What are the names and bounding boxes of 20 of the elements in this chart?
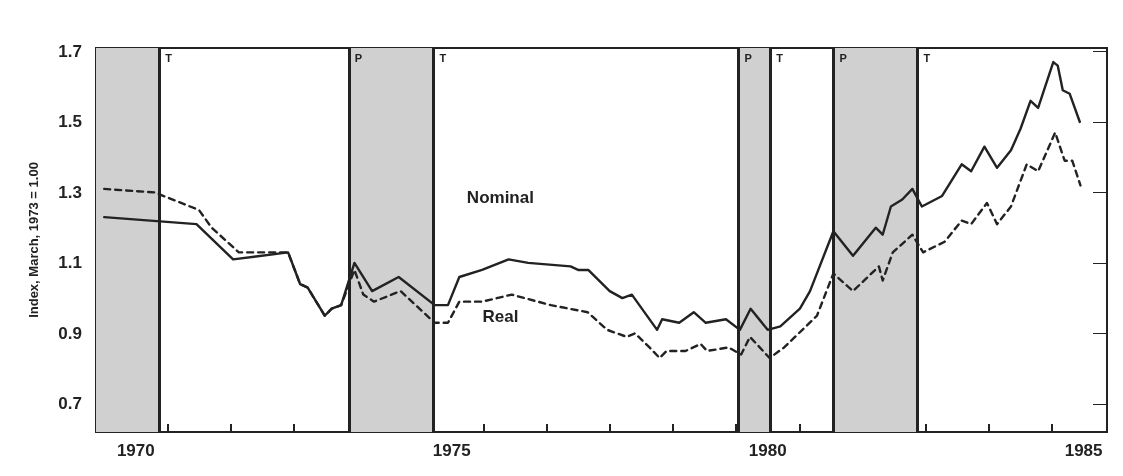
annotation: Nominal (466, 188, 534, 208)
y-tick-label: 1.5 (58, 112, 82, 132)
ref-line-label: T (776, 51, 784, 64)
y-tick-label: 0.9 (58, 323, 82, 343)
y-tick-label: 1.7 (58, 42, 82, 62)
x-tick-label: 1975 (432, 441, 471, 460)
ref-line-label: P (744, 51, 752, 64)
y-tick-label: 1.3 (58, 182, 82, 202)
y-tick-label: 0.7 (58, 394, 82, 414)
annotation: Real (482, 307, 519, 327)
y-tick-label: 1.1 (58, 253, 82, 273)
x-tick-label: 1970 (116, 441, 155, 460)
ref-line-label: T (439, 51, 447, 64)
x-tick-label: 1985 (1064, 441, 1103, 460)
ref-line-label: P (839, 51, 847, 64)
y-axis-title: Index, March, 1973 = 1.00 (26, 162, 41, 318)
ref-line-label: P (354, 51, 363, 64)
x-tick-label: 1980 (748, 441, 787, 460)
ref-line-label: T (165, 51, 173, 64)
ref-line-label: T (923, 51, 931, 64)
